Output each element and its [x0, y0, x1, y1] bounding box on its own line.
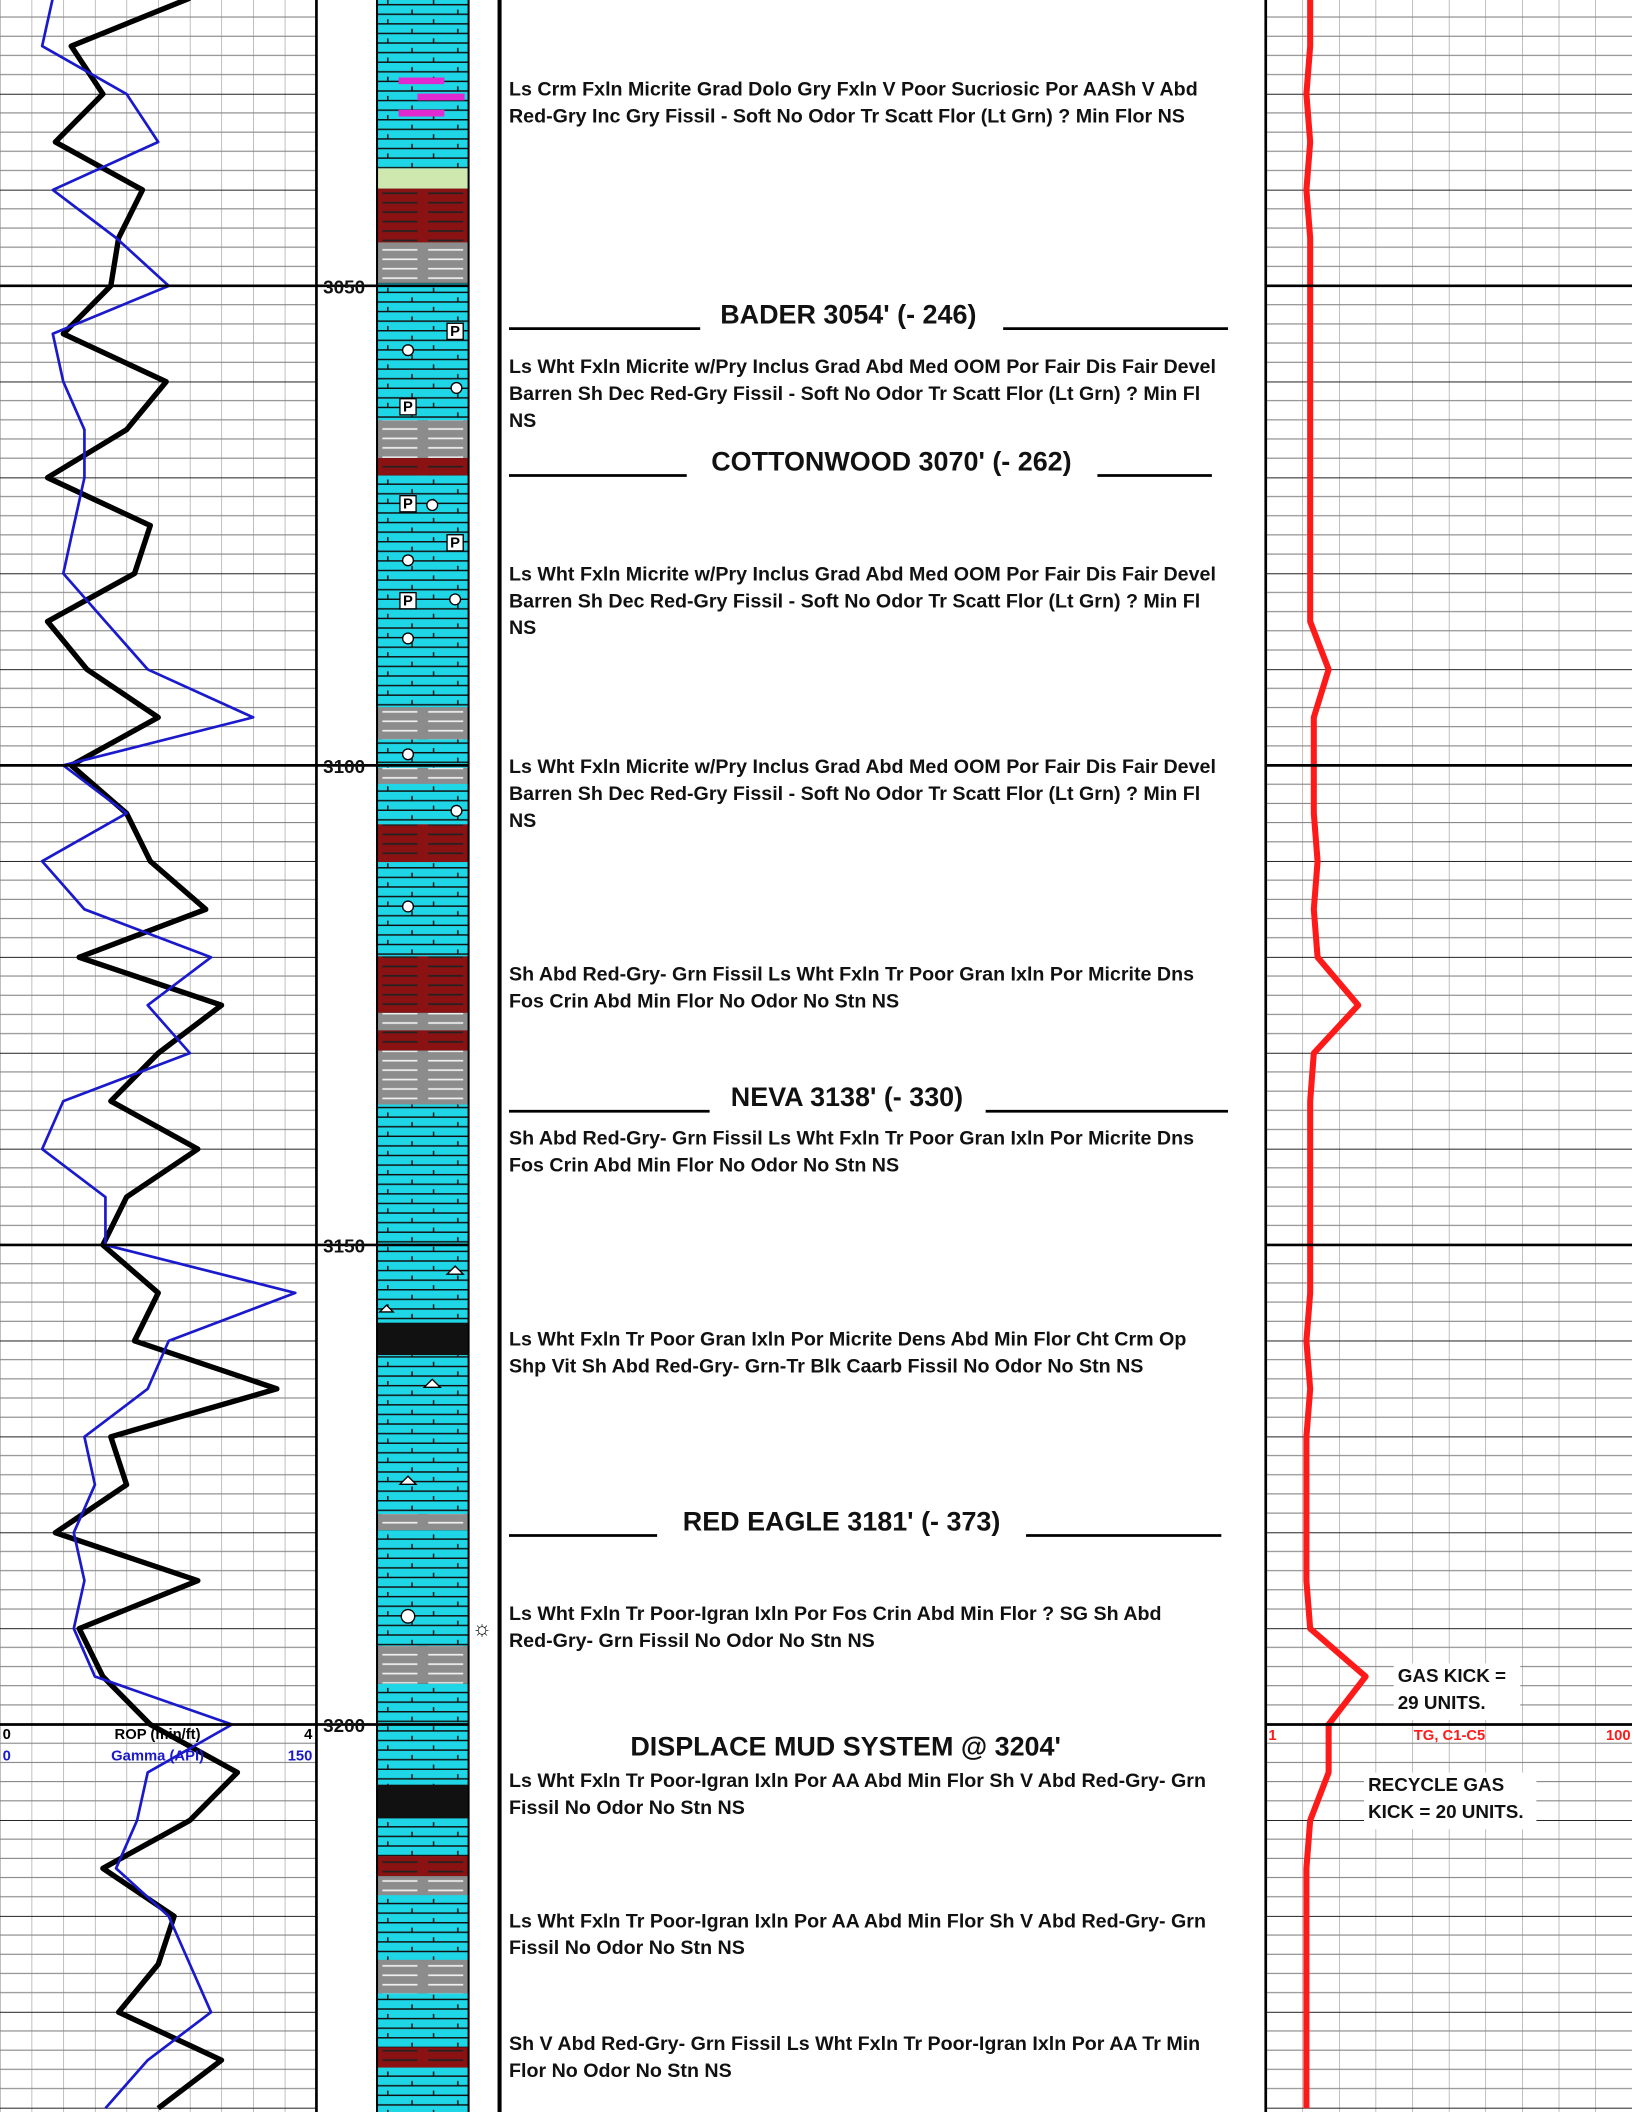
description-line: Sh V Abd Red-Gry- Grn Fissil Ls Wht Fxln… [509, 2033, 1200, 2055]
annotation: KICK = 20 UNITS. [1368, 1801, 1523, 1822]
descriptions: Ls Crm Fxln Micrite Grad Dolo Gry Fxln V… [509, 78, 1216, 2081]
formation-tops [508, 327, 1229, 1537]
scale-min: 1 [1268, 1728, 1276, 1744]
description-line: NS [509, 410, 536, 432]
description-line: Fos Crin Abd Min Flor No Odor No Stn NS [509, 1155, 899, 1177]
description-line: Fissil No Odor No Stn NS [509, 1797, 745, 1819]
description-line: Ls Wht Fxln Tr Poor-Igran Ixln Por Fos C… [509, 1603, 1162, 1625]
header: DISPLACE MUD SYSTEM @ 3204' [630, 1731, 1061, 1761]
formation-top: NEVA 3138' (- 330) [731, 1082, 963, 1112]
description-line: Shp Vit Sh Abd Red-Gry- Grn-Tr Blk Caarb… [509, 1355, 1143, 1377]
svg-text:P: P [403, 496, 413, 512]
curve [40, 0, 297, 2110]
scale-name: ROP (min/ft) [115, 1727, 201, 1743]
formation-top: COTTONWOOD 3070' (- 262) [711, 446, 1071, 476]
description-line: Ls Wht Fxln Micrite w/Pry Inclus Grad Ab… [509, 563, 1216, 585]
annotation: RECYCLE GAS [1368, 1774, 1504, 1795]
curve [44, 0, 280, 2111]
svg-text:☼: ☼ [472, 1616, 492, 1640]
svg-text:P: P [450, 324, 460, 340]
description-line: Sh Abd Red-Gry- Grn Fissil Ls Wht Fxln T… [509, 1128, 1194, 1150]
track-borders [315, 0, 1268, 2112]
annotation: 29 UNITS. [1398, 1692, 1486, 1713]
scale-min: 0 [3, 1748, 11, 1764]
description-line: Barren Sh Dec Red-Gry Fissil - Soft No O… [509, 783, 1200, 805]
description-line: Barren Sh Dec Red-Gry Fissil - Soft No O… [509, 383, 1200, 405]
description-line: Sh Abd Red-Gry- Grn Fissil Ls Wht Fxln T… [509, 963, 1194, 985]
description-line: Fissil No Odor No Stn NS [509, 1937, 745, 1959]
description-line: Ls Crm Fxln Micrite Grad Dolo Gry Fxln V… [509, 78, 1198, 100]
description-line: Flor No Odor No Stn NS [509, 2060, 732, 2082]
description-line: Red-Gry- Grn Fissil No Odor No Stn NS [509, 1630, 875, 1652]
description-line: Ls Wht Fxln Tr Poor Gran Ixln Por Micrit… [509, 1328, 1186, 1350]
svg-text:P: P [403, 593, 413, 609]
scale-name: Gamma (API) [111, 1748, 204, 1764]
description-line: Ls Wht Fxln Tr Poor-Igran Ixln Por AA Ab… [509, 1910, 1206, 1932]
scale-max: 150 [288, 1748, 313, 1764]
curve [1303, 0, 1369, 2109]
svg-text:P: P [450, 535, 460, 551]
depth-label: 3150 [323, 1236, 365, 1257]
scale-max: 4 [304, 1727, 313, 1743]
description-line: Ls Wht Fxln Micrite w/Pry Inclus Grad Ab… [509, 356, 1216, 378]
formation-top: RED EAGLE 3181' (- 373) [683, 1506, 1001, 1536]
scale-max: 100 [1606, 1728, 1631, 1744]
annotation-box [1393, 1663, 1521, 1721]
description-line: Ls Wht Fxln Micrite w/Pry Inclus Grad Ab… [509, 756, 1216, 778]
annotation-box [1364, 1772, 1537, 1830]
scale-min: 0 [3, 1727, 11, 1743]
description-line: Red-Gry Inc Gry Fissil - Soft No Odor Tr… [509, 105, 1185, 127]
depth-label: 3100 [323, 756, 365, 777]
depth-label: 3050 [323, 276, 365, 297]
scale-name: TG, C1-C5 [1414, 1728, 1486, 1744]
lithology-bands [377, 77, 469, 2068]
annotations: GAS KICK = 29 UNITS. RECYCLE GAS KICK = 20 … [1364, 1663, 1537, 1830]
annotation: GAS KICK = [1398, 1665, 1506, 1686]
svg-text:P: P [403, 399, 413, 415]
track-3-curves [1303, 0, 1369, 2109]
description-line: Barren Sh Dec Red-Gry Fissil - Soft No O… [509, 590, 1200, 612]
depth-label: 3200 [323, 1715, 365, 1736]
description-line: NS [509, 810, 536, 832]
formation-top: BADER 3054' (- 246) [720, 300, 976, 330]
lithology-symbols: P P P P P ☼ [378, 322, 492, 1640]
description-line: NS [509, 617, 536, 639]
track-1-curves [40, 0, 297, 2111]
description-line: Fos Crin Abd Min Flor No Odor No Stn NS [509, 990, 899, 1012]
description-line: Ls Wht Fxln Tr Poor-Igran Ixln Por AA Ab… [509, 1770, 1206, 1792]
